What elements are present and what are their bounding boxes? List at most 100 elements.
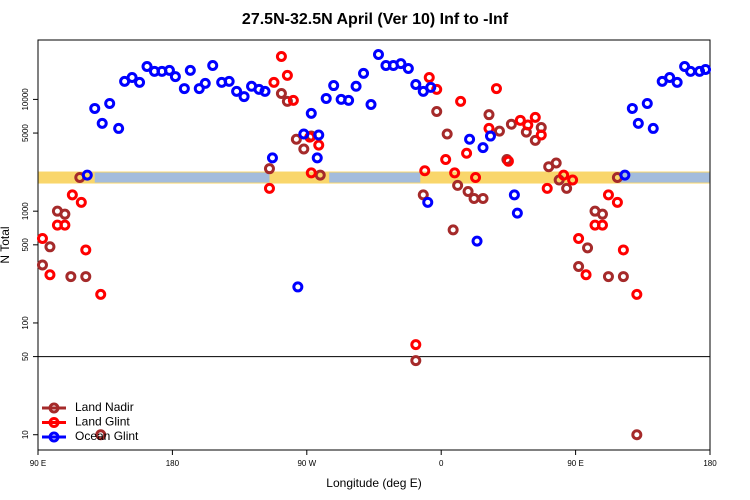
y-axis-label: N Total (0, 226, 12, 263)
data-point (561, 182, 573, 194)
data-point (529, 134, 541, 146)
data-point (36, 232, 48, 244)
data-point (423, 72, 435, 84)
data-point (617, 244, 629, 256)
data-point (529, 111, 541, 123)
data-point (493, 125, 505, 137)
data-point (44, 241, 56, 253)
data-point (313, 129, 325, 141)
x-tick-label: 180 (703, 459, 717, 468)
data-point (292, 281, 304, 293)
data-point (95, 429, 107, 441)
data-point (263, 182, 275, 194)
data-point (266, 152, 278, 164)
x-tick-label: 90 E (30, 459, 46, 468)
data-point (169, 71, 181, 83)
data-point (402, 63, 414, 75)
data-point (410, 339, 422, 351)
data-point (602, 189, 614, 201)
data-point (573, 232, 585, 244)
data-point (81, 169, 93, 181)
data-point (431, 105, 443, 117)
data-point (395, 58, 407, 70)
data-point (468, 192, 480, 204)
data-point (477, 192, 489, 204)
data-point (126, 72, 138, 84)
data-point (502, 155, 514, 167)
data-point (596, 219, 608, 231)
data-point (163, 64, 175, 76)
data-point (580, 269, 592, 281)
data-point (471, 235, 483, 247)
x-tick-label: 90 E (567, 459, 583, 468)
data-point (372, 49, 384, 61)
data-point (541, 182, 553, 194)
chart-title: 27.5N-32.5N April (Ver 10) Inf to -Inf (242, 11, 509, 28)
data-point (419, 165, 431, 177)
data-point (483, 109, 495, 121)
legend-swatch-marker (48, 402, 60, 414)
data-point (305, 107, 317, 119)
data-point (514, 114, 526, 126)
data-point (75, 196, 87, 208)
data-point (440, 153, 452, 165)
data-point (298, 128, 310, 140)
data-point (231, 85, 243, 97)
legend-label: Land Nadir (75, 400, 134, 414)
data-point (275, 87, 287, 99)
data-point (80, 271, 92, 283)
data-point (452, 179, 464, 191)
data-point (268, 76, 280, 88)
data-point (207, 60, 219, 72)
x-tick-label: 90 W (297, 459, 316, 468)
data-point (311, 152, 323, 164)
data-point (184, 64, 196, 76)
reference-band-overlay (94, 172, 270, 183)
data-point (508, 189, 520, 201)
data-point (441, 128, 453, 140)
data-point (358, 67, 370, 79)
data-point (484, 130, 496, 142)
legend-label: Ocean Glint (75, 429, 139, 443)
data-point (671, 76, 683, 88)
data-point (477, 142, 489, 154)
data-point (632, 117, 644, 129)
data-point (617, 271, 629, 283)
y-tick-label: 10000 (21, 88, 30, 111)
data-point (596, 208, 608, 220)
data-point (320, 92, 332, 104)
data-point (66, 189, 78, 201)
data-point (223, 75, 235, 87)
data-point (141, 60, 153, 72)
data-point (275, 51, 287, 63)
data-point (59, 208, 71, 220)
data-point (298, 143, 310, 155)
data-point (287, 94, 299, 106)
data-point (462, 185, 474, 197)
data-point (193, 83, 205, 95)
data-point (343, 94, 355, 106)
data-point (281, 69, 293, 81)
data-point (281, 95, 293, 107)
data-point (455, 95, 467, 107)
legend-label: Land Glint (75, 415, 130, 429)
y-tick-label: 10 (21, 430, 30, 439)
data-point (626, 102, 638, 114)
data-point (328, 80, 340, 92)
data-point (199, 77, 211, 89)
y-tick-label: 50 (21, 352, 30, 361)
x-axis-label: Longitude (deg E) (326, 476, 421, 490)
data-point (178, 83, 190, 95)
data-point (685, 65, 697, 77)
data-point (36, 259, 48, 271)
data-point (470, 172, 482, 184)
data-point (95, 288, 107, 300)
data-point (664, 72, 676, 84)
reference-band-overlay (329, 172, 421, 183)
data-point (44, 269, 56, 281)
data-point (425, 81, 437, 93)
data-point (700, 64, 712, 76)
